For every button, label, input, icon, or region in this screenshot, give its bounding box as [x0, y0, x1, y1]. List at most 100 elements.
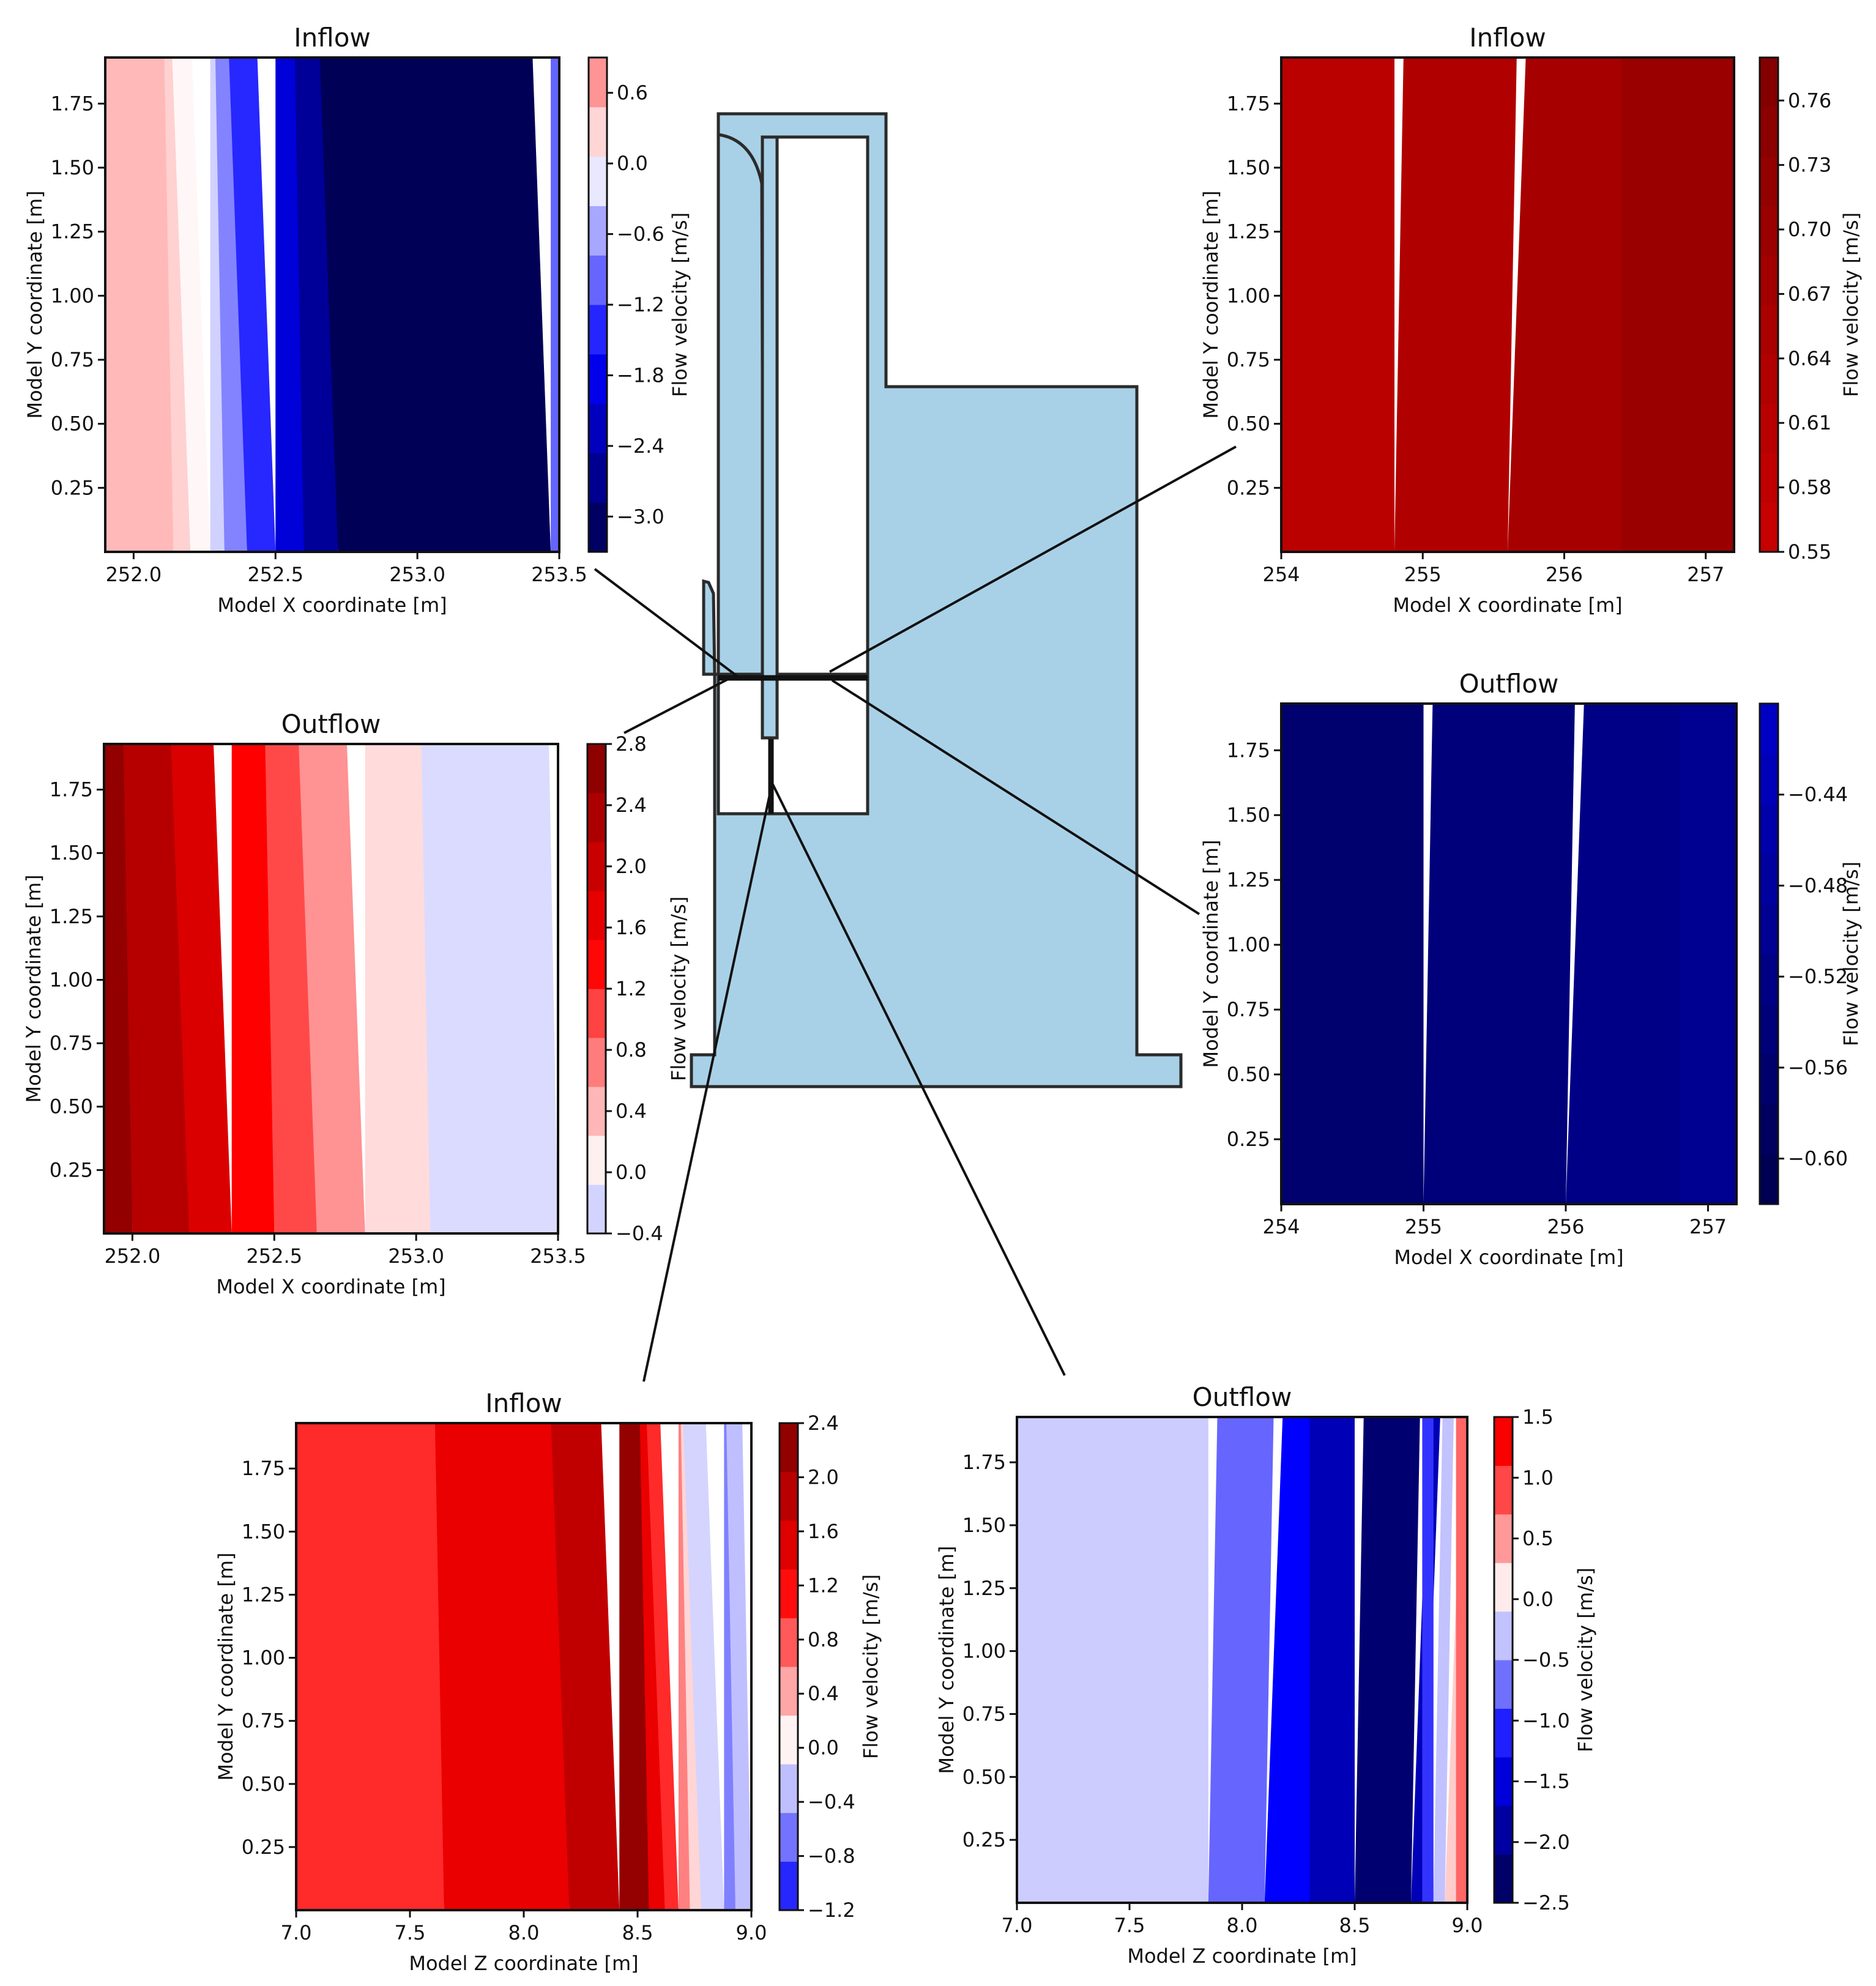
colorbar-segment	[589, 156, 607, 206]
y-tick-label: 1.75	[50, 778, 93, 801]
colorbar-label: Flow velocity [m/s]	[859, 1574, 882, 1759]
colorbar-segment	[1760, 1054, 1778, 1104]
colorbar-frame	[778, 1422, 799, 1911]
contour-band	[365, 744, 431, 1233]
colorbar-tick-label: 0.8	[808, 1628, 839, 1651]
contour-band	[296, 1423, 444, 1910]
leader-line	[829, 445, 1237, 673]
colorbar-segment	[1494, 1660, 1513, 1709]
colorbar-segment	[589, 403, 607, 453]
colorbar-segment	[1494, 1854, 1513, 1903]
contour-band	[1017, 1417, 1208, 1903]
x-tick-label: 257	[1689, 1215, 1727, 1238]
y-tick-label: 1.50	[242, 1520, 285, 1543]
contour-band	[172, 58, 210, 552]
colorbar-tick-label: 0.64	[1788, 347, 1831, 370]
x-tick-label: 7.5	[395, 1921, 426, 1944]
leader-line	[771, 783, 1066, 1376]
colorbar-segment	[1760, 1104, 1778, 1155]
colorbar-tick-label: −1.0	[1522, 1709, 1570, 1732]
colorbar-segment	[587, 842, 606, 891]
x-tick-label: 8.5	[1339, 1914, 1371, 1937]
contour-band	[726, 1423, 751, 1910]
colorbar-label: Flow velocity [m/s]	[1839, 212, 1863, 397]
x-axis-label: Model X coordinate [m]	[1394, 1246, 1623, 1269]
colorbar: 2.8 2.4 2.0 1.6 1.2 0.8 0.4 0.0 −0.4 Flow velocit…	[586, 732, 690, 1245]
leader-line	[594, 568, 739, 678]
colorbar-segment	[1760, 854, 1778, 904]
plot-frame	[1280, 56, 1735, 553]
contour-band	[123, 744, 190, 1233]
colorbar-segment	[1494, 1514, 1513, 1563]
contour-panel-p5: Inflow 7.0 7.5 8.0 8.5 9.0 0.25 0.50 0.75 1.00 1.2…	[214, 1388, 882, 1975]
x-tick-label: 253.0	[389, 563, 445, 586]
contour-band	[551, 1423, 620, 1910]
x-tick-label: 255	[1404, 563, 1442, 586]
y-tick-label: 0.25	[51, 476, 94, 499]
y-tick-label: 0.25	[962, 1828, 1006, 1851]
x-tick-label: 256	[1547, 1215, 1584, 1238]
colorbar-segment	[1760, 305, 1778, 355]
y-tick-label: 0.25	[242, 1835, 285, 1859]
contour-band	[1208, 1417, 1274, 1903]
colorbar-segment	[1760, 354, 1778, 404]
colorbar-tick-label: 0.67	[1788, 282, 1831, 305]
contour-band	[299, 744, 365, 1233]
y-tick-label: 1.25	[1227, 220, 1270, 244]
y-tick-label: 0.50	[51, 412, 94, 436]
contour-band	[1355, 1417, 1420, 1903]
plot-frame	[1280, 702, 1738, 1205]
colorbar-segment	[780, 1569, 798, 1618]
y-tick-label: 0.50	[1227, 1063, 1270, 1086]
contour-band	[1281, 58, 1394, 552]
contour-band	[1423, 704, 1575, 1204]
y-tick-label: 0.75	[50, 1032, 93, 1055]
colorbar-tick-label: −2.5	[1522, 1891, 1570, 1914]
colorbar-segment	[587, 1087, 606, 1136]
colorbar-segment	[780, 1471, 798, 1521]
y-tick-label: 1.50	[50, 841, 93, 865]
x-tick-label: 7.5	[1114, 1914, 1145, 1937]
colorbar-frame	[1759, 702, 1779, 1205]
contour-band	[164, 58, 191, 552]
y-axis-label: Model Y coordinate [m]	[23, 191, 47, 419]
contour-band	[275, 58, 304, 552]
colorbar-tick-label: 0.55	[1788, 540, 1831, 563]
colorbar-tick-label: −3.0	[617, 505, 664, 528]
colorbar-segment	[1760, 904, 1778, 954]
contour-band	[105, 58, 174, 552]
contour-band	[683, 1423, 724, 1910]
colorbar-segment	[1760, 954, 1778, 1005]
structure-top-cap	[717, 114, 765, 738]
x-tick-label: 252.5	[246, 1244, 302, 1268]
colorbar-tick-label: 0.5	[1522, 1527, 1554, 1550]
colorbar-segment	[589, 255, 607, 305]
leader-line	[642, 783, 773, 1382]
colorbar-segment	[589, 106, 607, 157]
colorbar-tick-label: 0.0	[1522, 1588, 1554, 1611]
colorbar-segment	[1760, 1003, 1778, 1055]
colorbar-tick-label: 0.0	[617, 152, 648, 175]
colorbar-tick-label: 0.0	[808, 1736, 839, 1760]
colorbar-segment	[1760, 58, 1778, 108]
colorbar-segment	[1760, 1154, 1778, 1205]
structure-chamber	[717, 676, 869, 816]
x-tick-label: 257	[1687, 563, 1724, 586]
x-tick-label: 252.0	[105, 1244, 161, 1268]
colorbar-segment	[1760, 106, 1778, 157]
y-tick-label: 1.00	[50, 968, 93, 991]
colorbar-tick-label: −1.2	[808, 1899, 855, 1922]
panel-title: Outflow	[281, 709, 381, 739]
contour-band	[231, 744, 275, 1233]
y-tick-label: 1.75	[51, 92, 94, 115]
colorbar-segment	[780, 1667, 798, 1716]
colorbar-tick-label: −0.44	[1788, 783, 1848, 806]
colorbar-segment	[1760, 753, 1778, 805]
colorbar-segment	[780, 1423, 798, 1473]
x-axis-label: Model Z coordinate [m]	[1127, 1944, 1357, 1968]
colorbar-label: Flow velocity [m/s]	[1574, 1568, 1597, 1752]
colorbar-tick-label: −0.4	[616, 1222, 663, 1245]
y-tick-label: 1.00	[962, 1640, 1006, 1663]
colorbar-label: Flow velocity [m/s]	[1839, 861, 1863, 1046]
